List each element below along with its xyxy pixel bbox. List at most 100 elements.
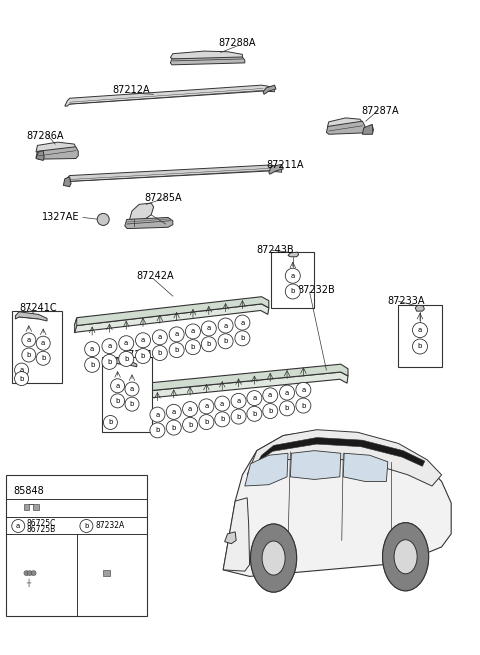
Text: b: b [155,427,160,434]
Circle shape [235,315,250,330]
Polygon shape [245,453,288,486]
Bar [12,311,62,383]
Text: b: b [130,401,134,407]
Polygon shape [103,570,110,576]
Text: a: a [204,403,208,409]
Circle shape [102,354,117,369]
Circle shape [235,331,250,346]
Text: 87231B: 87231B [122,350,160,360]
Text: a: a [124,340,128,346]
Text: b: b [418,343,422,350]
Circle shape [166,420,181,435]
Text: 86725B: 86725B [27,525,56,534]
Text: b: b [19,375,24,382]
Text: b: b [84,523,89,529]
Text: 87241C: 87241C [19,303,57,313]
Text: 87286A: 87286A [26,130,64,141]
Text: a: a [191,328,195,335]
Circle shape [31,571,36,576]
Circle shape [247,390,262,405]
Polygon shape [362,124,373,134]
Circle shape [218,334,233,348]
Circle shape [36,351,50,365]
Text: 87287A: 87287A [361,105,398,116]
Circle shape [80,519,93,533]
Circle shape [296,383,311,398]
Circle shape [412,339,428,354]
Text: 87243B: 87243B [257,245,294,255]
Polygon shape [415,305,424,311]
Circle shape [14,371,29,386]
Text: a: a [291,272,295,279]
Circle shape [103,415,118,430]
Text: a: a [220,401,224,407]
Text: a: a [418,327,422,333]
Text: 87211A: 87211A [266,160,304,170]
Polygon shape [144,372,348,398]
Text: a: a [27,337,31,343]
Text: b: b [171,424,176,430]
Text: b: b [157,350,162,356]
Circle shape [285,284,300,299]
Circle shape [150,423,165,438]
Circle shape [247,406,262,421]
Polygon shape [130,203,154,221]
Text: a: a [158,334,162,341]
Circle shape [150,407,165,422]
Polygon shape [36,147,78,159]
Text: b: b [141,353,145,359]
Text: a: a [116,383,120,389]
Polygon shape [170,51,242,60]
Text: b: b [285,405,289,411]
Text: a: a [301,387,305,393]
Text: a: a [252,395,256,401]
Polygon shape [170,57,245,65]
Text: b: b [252,411,257,417]
Text: b: b [41,355,46,362]
Polygon shape [223,431,451,576]
Text: b: b [268,408,273,414]
Bar [6,475,147,616]
Circle shape [84,358,100,372]
Circle shape [296,398,311,413]
Circle shape [24,571,29,576]
Text: b: b [124,356,129,362]
Text: a: a [237,398,240,404]
Text: a: a [156,411,159,418]
Ellipse shape [383,523,429,591]
Text: 87285A: 87285A [144,193,181,203]
Polygon shape [223,498,250,571]
Text: b: b [240,335,245,341]
Text: b: b [223,338,228,345]
Circle shape [125,382,139,396]
Bar [102,357,152,432]
Circle shape [119,352,134,366]
Circle shape [97,214,109,225]
Text: 87288A: 87288A [218,37,256,48]
Text: a: a [224,322,228,329]
Text: b: b [174,347,179,353]
Polygon shape [327,118,362,128]
Text: a: a [41,340,45,346]
Polygon shape [144,364,348,391]
Ellipse shape [251,524,297,592]
Polygon shape [290,451,341,479]
Text: b: b [206,341,211,347]
Polygon shape [326,121,366,134]
Circle shape [231,409,246,424]
Text: b: b [188,422,192,428]
Text: a: a [130,386,134,392]
Circle shape [125,397,139,411]
Circle shape [199,415,214,430]
Text: a: a [90,346,94,352]
Polygon shape [105,358,137,367]
Text: a: a [240,320,244,326]
Polygon shape [24,504,29,510]
Text: a: a [141,337,145,343]
Polygon shape [269,164,283,174]
Circle shape [215,396,230,411]
Text: b: b [236,413,241,420]
Circle shape [182,402,198,417]
Ellipse shape [383,523,429,591]
Bar [271,252,314,308]
